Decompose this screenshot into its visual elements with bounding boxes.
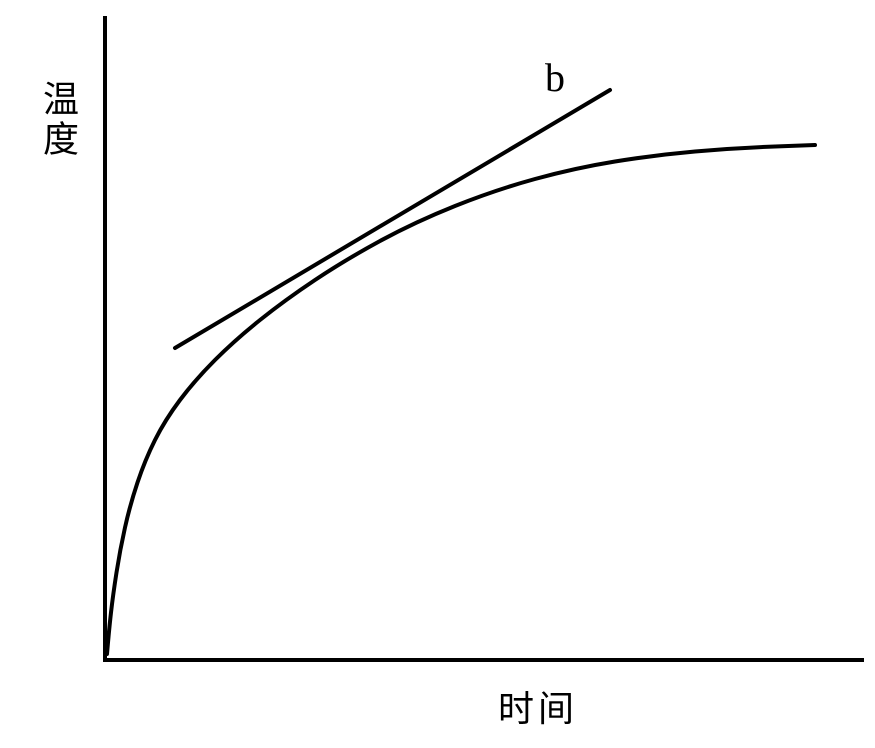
- saturation-curve: [107, 145, 815, 654]
- chart-container: 温度 时间 b: [0, 0, 875, 743]
- x-axis-label: 时间: [498, 680, 578, 732]
- tangent-line: [175, 90, 610, 348]
- tangent-label: b: [545, 54, 565, 101]
- y-axis-label: 温度: [32, 80, 84, 160]
- chart-svg: [0, 0, 875, 743]
